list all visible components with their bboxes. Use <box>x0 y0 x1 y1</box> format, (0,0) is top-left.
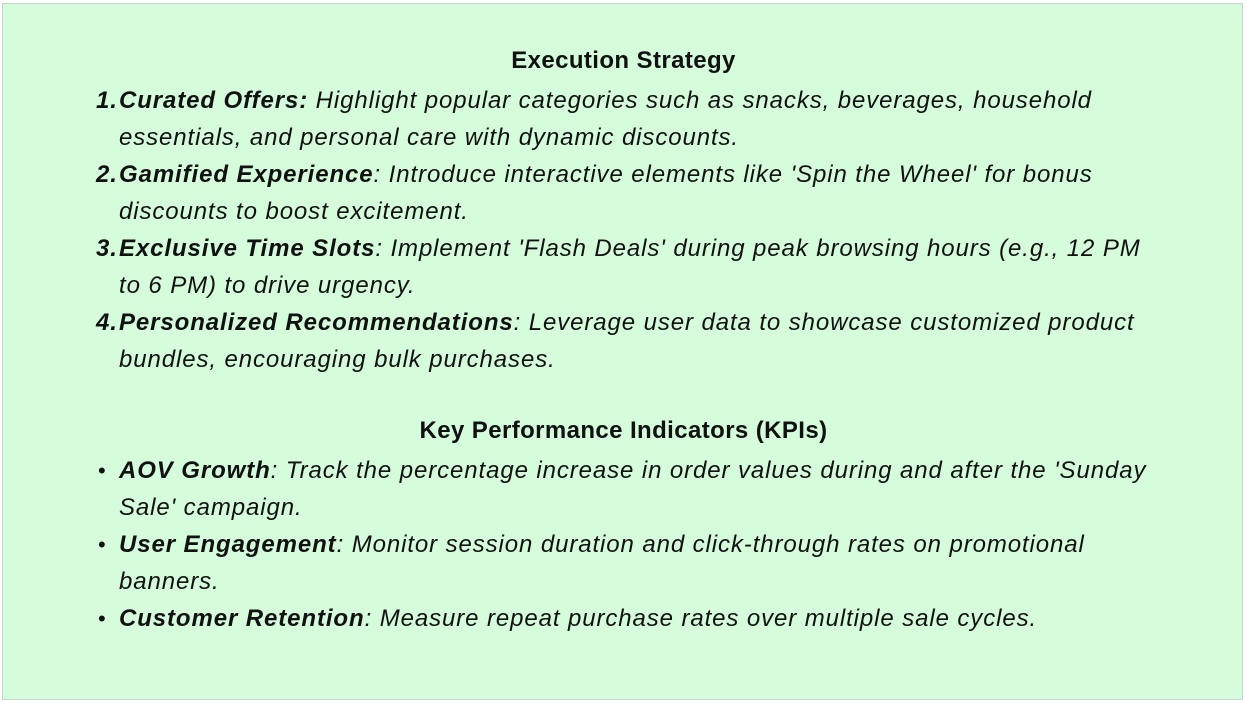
strategy-term: Personalized Recommendations <box>119 309 514 336</box>
kpi-description: : Track the percentage increase in order… <box>119 457 1147 521</box>
kpi-description: : Measure repeat purchase rates over mul… <box>364 605 1038 632</box>
strategy-term: Gamified Experience <box>119 161 374 188</box>
bullet-marker: • <box>98 458 107 483</box>
bullet-marker: • <box>98 532 107 557</box>
list-number: 3. <box>96 235 118 262</box>
kpi-term: AOV Growth <box>119 457 271 484</box>
bullet-marker: • <box>98 606 107 631</box>
strategy-item-personalized-recommendations: 4. Personalized Recommendations: Leverage… <box>95 304 1155 378</box>
strategy-description: : Leverage user data to showcase customi… <box>119 309 1135 373</box>
list-number: 4. <box>96 309 118 336</box>
kpi-term: User Engagement <box>119 531 337 558</box>
list-number: 1. <box>96 87 118 114</box>
strategy-description: : Introduce interactive elements like 'S… <box>119 161 1093 225</box>
kpi-description: : Monitor session duration and click-thr… <box>119 531 1085 595</box>
strategy-item-gamified-experience: 2. Gamified Experience: Introduce interac… <box>95 156 1155 230</box>
kpi-item-customer-retention: • Customer Retention: Measure repeat purc… <box>95 600 1155 637</box>
list-number: 2. <box>96 161 118 188</box>
strategy-item-exclusive-time-slots: 3. Exclusive Time Slots: Implement 'Flash… <box>95 230 1155 304</box>
strategy-description: Highlight popular categories such as sna… <box>119 87 1092 151</box>
kpi-item-aov-growth: • AOV Growth: Track the percentage increa… <box>95 452 1155 526</box>
strategy-description: : Implement 'Flash Deals' during peak br… <box>119 235 1141 299</box>
strategy-item-curated-offers: 1. Curated Offers: Highlight popular cate… <box>95 82 1155 156</box>
kpi-term: Customer Retention <box>119 605 365 632</box>
strategy-term: Curated Offers: <box>119 87 309 114</box>
strategy-term: Exclusive Time Slots <box>119 235 376 262</box>
kpi-list: • AOV Growth: Track the percentage increa… <box>95 452 1155 637</box>
execution-strategy-heading: Execution Strategy <box>511 47 736 74</box>
execution-strategy-list: 1. Curated Offers: Highlight popular cate… <box>95 82 1155 378</box>
slide: Execution Strategy 1. Curated Offers: Hig… <box>2 3 1243 700</box>
kpi-item-user-engagement: • User Engagement: Monitor session durati… <box>95 526 1155 600</box>
kpi-heading: Key Performance Indicators (KPIs) <box>419 417 828 444</box>
